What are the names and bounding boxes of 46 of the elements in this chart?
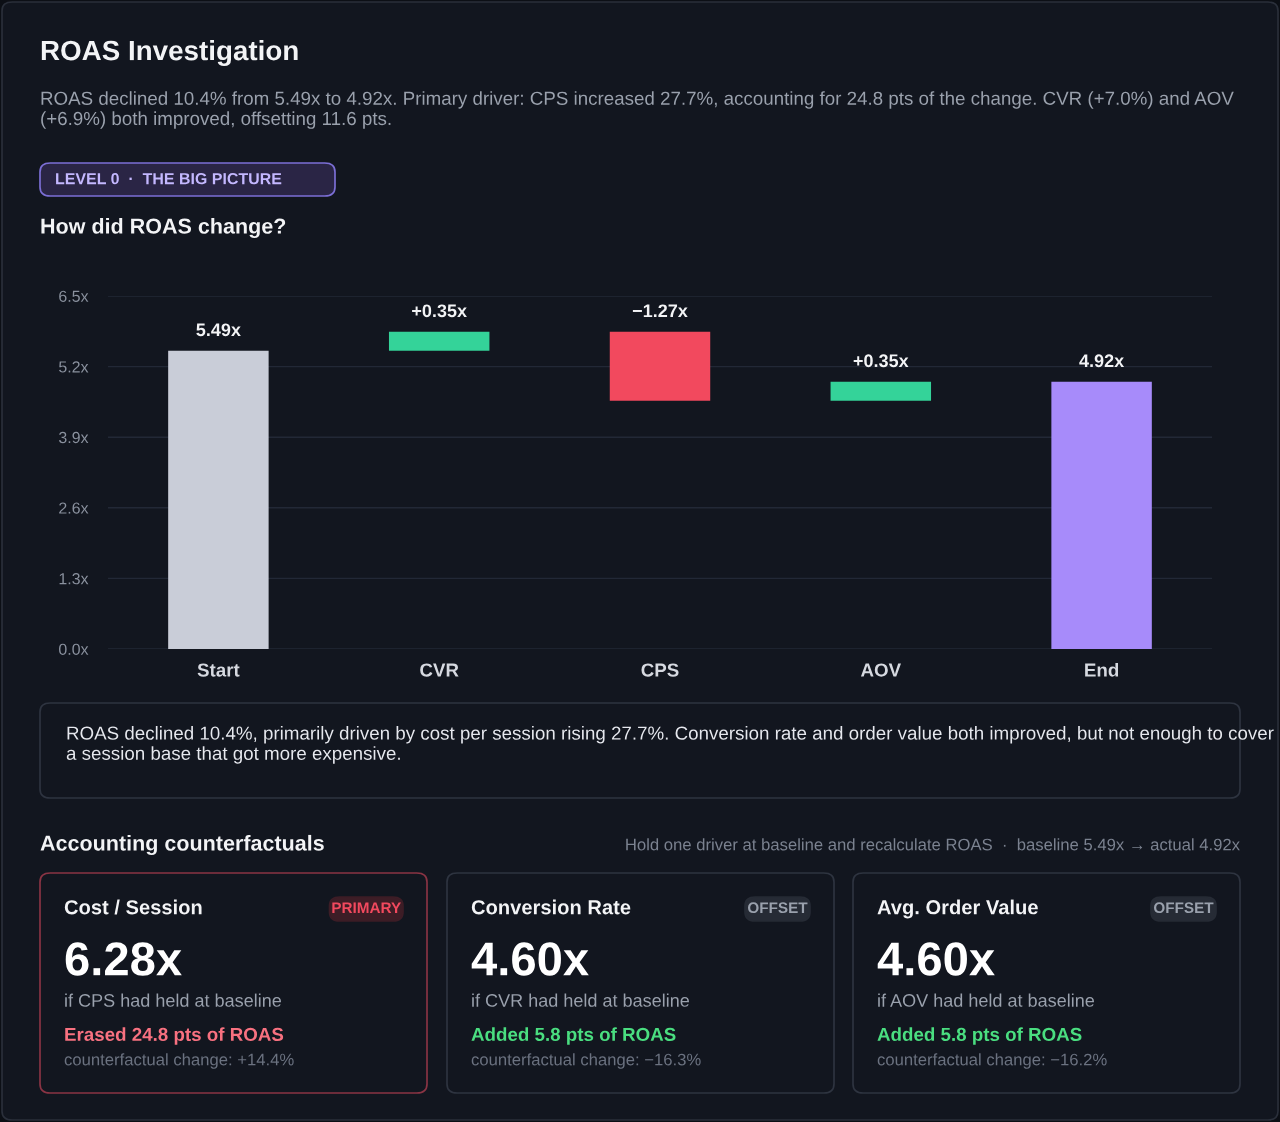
text: Added 5.8 pts of ROAS bbox=[877, 1027, 1082, 1045]
y-tick-label: 0.0x bbox=[58, 643, 89, 655]
x-tick-label: CPS bbox=[641, 663, 679, 677]
y-tick-label: 6.5x bbox=[59, 290, 89, 302]
y-tick-label: 1.3x bbox=[59, 573, 89, 585]
text: if CPS had held at baseline bbox=[65, 993, 282, 1007]
text: OFFSET bbox=[748, 902, 808, 914]
text: Accounting counterfactuals bbox=[40, 834, 324, 856]
text: How did ROAS change? bbox=[41, 217, 286, 239]
x-tick-label: Start bbox=[197, 663, 240, 677]
bar bbox=[830, 381, 932, 401]
text: LEVEL 0 · THE BIG PICTURE bbox=[56, 172, 282, 185]
data-label: 5.49x bbox=[196, 323, 241, 337]
data-label: 4.92x bbox=[1079, 354, 1125, 368]
x-tick-label: AOV bbox=[860, 663, 901, 677]
bar bbox=[168, 350, 269, 649]
text: counterfactual change: +14.4% bbox=[64, 1053, 294, 1069]
text: Hold one driver at baseline and recalculate ROAS · baseline 5.49x → actual 4.92x bbox=[626, 838, 1240, 851]
x-tick-label: End bbox=[1085, 662, 1119, 677]
text: counterfactual change: −16.2% bbox=[877, 1053, 1107, 1069]
text: OFFSET bbox=[1154, 902, 1214, 914]
text: Erased 24.8 pts of ROAS bbox=[65, 1027, 284, 1045]
y-tick-label: 5.2x bbox=[59, 361, 89, 373]
bar bbox=[388, 331, 490, 351]
text: ROAS declined 10.4%, primarily driven by cost per session rising 27.7%. Conversion rate and order value both improved, but not enough to cover a session base that got more expensive. bbox=[66, 726, 1274, 764]
chart-subtitle: ROAS declined 10.4% from 5.49x to 4.92x. Primary driver: CPS increased 27.7%, accounting for 24.8 pts of the change. CVR (+7.0%) and AOV (+6.9%) both improved, offsetting 11.6 pts. bbox=[41, 91, 1234, 129]
text: Cost / Session bbox=[64, 899, 202, 915]
x-tick-label: CVR bbox=[420, 663, 459, 677]
text: 4.60x bbox=[471, 942, 589, 976]
data-label: −1.27x bbox=[632, 304, 688, 317]
text: 4.60x bbox=[877, 942, 995, 976]
y-tick-label: 3.9x bbox=[58, 431, 89, 444]
data-label: +0.35x bbox=[412, 304, 467, 318]
text: 6.28x bbox=[65, 942, 182, 976]
data-label: +0.35x bbox=[853, 354, 909, 368]
text: PRIMARY bbox=[332, 902, 401, 913]
text: Conversion Rate bbox=[471, 899, 631, 915]
text: Avg. Order Value bbox=[877, 899, 1038, 919]
chart-title: ROAS Investigation bbox=[41, 39, 298, 67]
text: if AOV had held at baseline bbox=[878, 993, 1095, 1007]
y-tick-label: 2.6x bbox=[59, 502, 89, 514]
text: Added 5.8 pts of ROAS bbox=[471, 1027, 676, 1045]
bar bbox=[1051, 381, 1152, 649]
text: counterfactual change: −16.3% bbox=[471, 1053, 701, 1069]
bar bbox=[609, 331, 711, 401]
text: if CVR had held at baseline bbox=[472, 993, 690, 1007]
